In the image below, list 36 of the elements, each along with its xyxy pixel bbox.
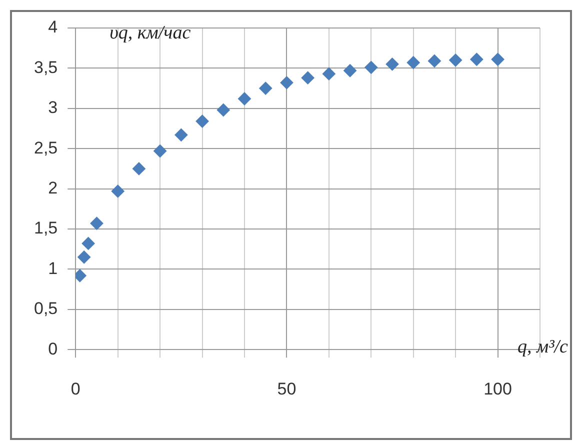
y-tick-label: 2,5 xyxy=(34,138,58,158)
point xyxy=(344,64,357,78)
y-axis-title: υq, км/час xyxy=(110,22,192,44)
point xyxy=(82,236,95,250)
point xyxy=(364,60,378,74)
point xyxy=(259,82,272,95)
y-tick-label: 1,5 xyxy=(34,218,58,238)
y-tick-label: 2 xyxy=(48,178,58,198)
y-tick-label: 0 xyxy=(48,339,58,358)
y-tick-label: 4 xyxy=(48,18,58,37)
point xyxy=(174,128,188,142)
point xyxy=(386,58,399,71)
point xyxy=(449,54,462,67)
point xyxy=(322,67,336,80)
y-tick-label: 1 xyxy=(48,258,58,278)
point xyxy=(491,52,504,66)
point xyxy=(111,184,124,198)
x-tick-label: 100 xyxy=(484,379,512,398)
point xyxy=(216,104,230,117)
point xyxy=(406,56,420,70)
point xyxy=(428,54,441,68)
point xyxy=(132,162,146,176)
x-tick-label: 0 xyxy=(70,379,80,398)
x-axis-title: q, м³/с xyxy=(517,336,569,358)
point xyxy=(196,114,209,128)
y-tick-label: 3 xyxy=(48,98,58,118)
point xyxy=(78,250,91,264)
y-tick-label: 3,5 xyxy=(34,58,58,77)
y-tick-label: 0,5 xyxy=(34,299,58,318)
point xyxy=(238,92,251,106)
x-tick-label: 50 xyxy=(277,379,296,398)
point xyxy=(470,52,484,66)
point xyxy=(301,71,314,84)
point xyxy=(90,216,104,230)
point xyxy=(154,144,167,158)
point xyxy=(280,76,294,90)
